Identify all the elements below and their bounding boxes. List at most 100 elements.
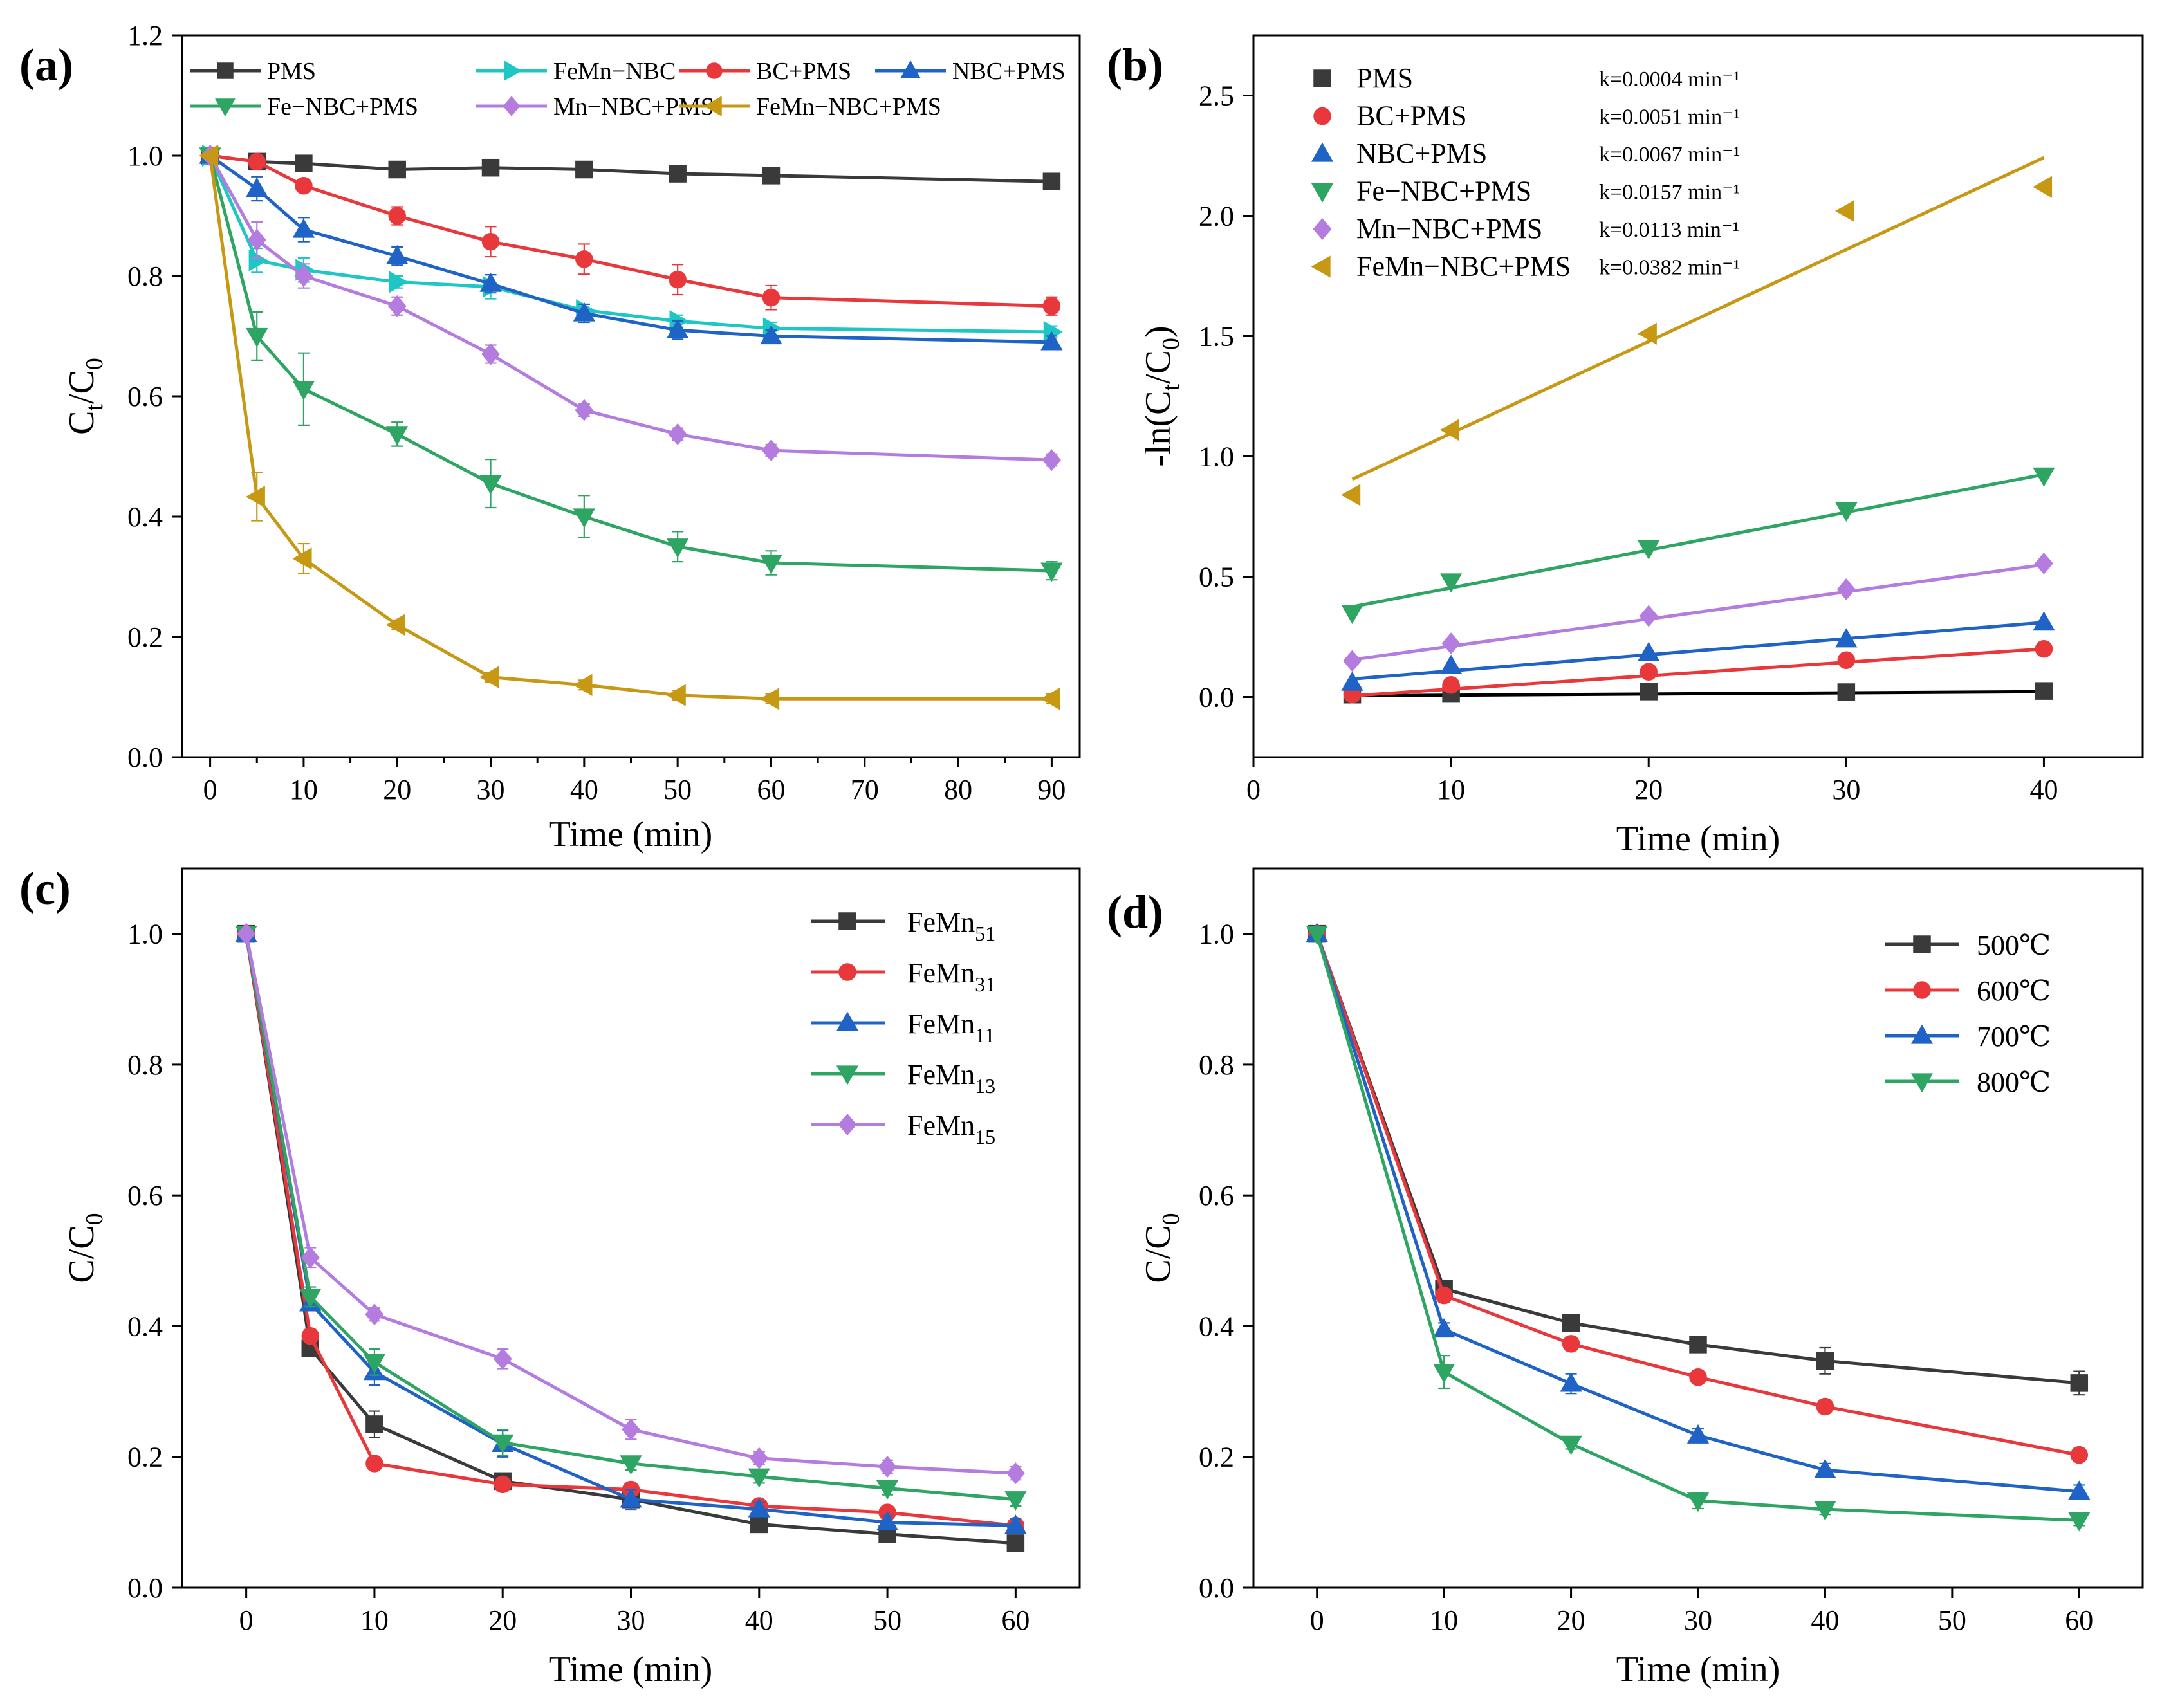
legend-marker — [836, 1065, 859, 1085]
data-point — [1686, 1492, 1710, 1512]
data-point — [762, 439, 781, 462]
x-tick-label: 70 — [851, 774, 879, 805]
series-line — [245, 933, 1016, 1545]
data-point — [575, 160, 593, 179]
x-tick-label: 60 — [1001, 1604, 1030, 1636]
x-tick-label: 0 — [239, 1604, 254, 1636]
panel-d-legend: 500℃ 600℃ 700℃ 800℃ — [1885, 930, 2051, 1098]
legend-marker — [838, 963, 856, 981]
fit-line — [1352, 690, 2044, 698]
legend-label: FeMn15 — [907, 1110, 995, 1148]
data-point — [1640, 683, 1658, 701]
data-point — [1341, 604, 1363, 624]
series-line — [245, 933, 1016, 1475]
series-line — [208, 155, 1052, 573]
data-point — [760, 325, 782, 345]
data-point — [387, 295, 407, 317]
y-tick-label: 1.5 — [1199, 321, 1234, 353]
data-point — [1040, 562, 1063, 582]
data-point — [301, 1327, 320, 1345]
data-point — [1639, 605, 1658, 627]
legend-k-value: k=0.0067 min⁻¹ — [1599, 143, 1740, 167]
data-point — [299, 1289, 322, 1309]
legend-label: BC+PMS — [756, 58, 851, 85]
series-line — [208, 154, 1052, 462]
series-line — [1315, 933, 2080, 1522]
panel-c-label: (c) — [19, 863, 71, 914]
legend-label: Mn−NBC+PMS — [1356, 213, 1542, 244]
x-tick-label: 30 — [1832, 774, 1860, 805]
legend-label: FeMn−NBC+PMS — [1356, 251, 1571, 282]
data-point — [1042, 449, 1061, 472]
panel-b-ticks: 0 10 20 30 40 0.0 0.5 1.0 1.5 2.0 2.5 — [1199, 80, 2058, 806]
x-tick-label: 0 — [1246, 774, 1261, 805]
panel-d-ticks: 0 10 20 30 40 50 60 0.0 0.2 0.4 0.6 0.8 1.0 — [1199, 919, 2093, 1636]
data-point — [1689, 1336, 1707, 1354]
legend-marker — [1313, 217, 1332, 241]
panel-a-plot — [199, 144, 1063, 710]
panel-b-label: (b) — [1107, 39, 1163, 91]
data-point — [1562, 1335, 1580, 1353]
panel-a-ylabel: Ct/C0 — [62, 358, 108, 435]
series-line — [208, 154, 1052, 334]
data-point — [573, 302, 595, 322]
fit-line — [1352, 621, 2044, 681]
legend-label: BC+PMS — [1356, 100, 1467, 132]
data-point — [1560, 1372, 1582, 1392]
panel-c-plot — [235, 923, 1027, 1552]
data-point — [668, 423, 687, 445]
x-tick-label: 0 — [203, 774, 217, 805]
x-tick-label: 20 — [1557, 1604, 1585, 1636]
legend-marker — [1311, 183, 1334, 203]
y-tick-label: 0.4 — [1199, 1310, 1234, 1342]
data-point — [2033, 611, 2055, 631]
data-point — [388, 207, 406, 225]
fit-line — [1351, 156, 2045, 481]
y-tick-label: 1.0 — [1199, 441, 1234, 473]
data-point — [620, 1455, 642, 1475]
data-point — [1341, 484, 1361, 506]
legend-marker — [1313, 107, 1331, 125]
data-point — [365, 1303, 384, 1326]
data-point — [669, 165, 687, 183]
data-point — [1560, 1435, 1582, 1455]
x-tick-label: 10 — [360, 1604, 389, 1636]
legend-label: FeMn−NBC+PMS — [756, 93, 941, 120]
data-point — [666, 684, 686, 706]
x-tick-label: 40 — [1811, 1604, 1839, 1636]
data-point — [876, 1480, 899, 1500]
data-point — [1816, 1397, 1834, 1416]
legend-marker — [1913, 935, 1931, 953]
panel-a-label: (a) — [19, 39, 73, 91]
data-point — [760, 688, 780, 710]
legend-label: NBC+PMS — [952, 58, 1066, 85]
legend-marker — [838, 1113, 857, 1136]
data-point — [245, 485, 265, 508]
data-point — [295, 177, 313, 195]
legend-label: Fe−NBC+PMS — [1356, 176, 1531, 207]
panel-b-ylabel: -ln(Ct/C0) — [1138, 326, 1185, 466]
data-point — [295, 154, 313, 172]
data-point — [365, 1455, 383, 1473]
data-point — [1837, 683, 1856, 701]
legend-label: FeMn51 — [907, 906, 995, 945]
data-point — [762, 167, 781, 185]
x-tick-label: 30 — [1684, 1604, 1712, 1636]
data-point — [494, 1475, 512, 1494]
data-point — [750, 1447, 769, 1469]
y-tick-label: 0.8 — [1199, 1049, 1234, 1081]
data-point — [292, 547, 312, 570]
panel-d-xlabel: Time (min) — [1616, 1649, 1780, 1689]
y-tick-label: 0.2 — [1199, 1442, 1234, 1473]
legend-label: FeMn31 — [907, 957, 995, 996]
x-tick-label: 40 — [2029, 774, 2058, 805]
legend-label: 500℃ — [1977, 930, 2051, 961]
data-point — [1638, 641, 1660, 661]
legend-k-value: k=0.0113 min⁻¹ — [1599, 218, 1739, 242]
y-tick-label: 0.0 — [127, 1572, 163, 1604]
y-tick-label: 0.8 — [127, 1049, 163, 1081]
data-point — [622, 1419, 640, 1441]
data-point — [1435, 1286, 1453, 1305]
legend-marker — [1913, 981, 1931, 999]
